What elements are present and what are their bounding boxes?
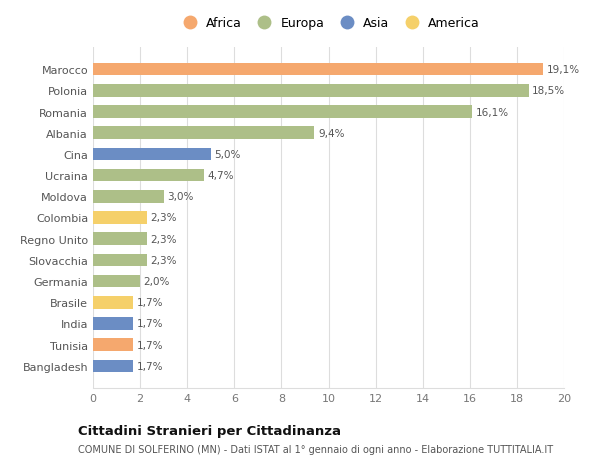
Bar — [93, 85, 529, 97]
Text: 1,7%: 1,7% — [137, 361, 163, 371]
Text: 16,1%: 16,1% — [476, 107, 509, 117]
Text: 3,0%: 3,0% — [167, 192, 194, 202]
Bar — [93, 360, 133, 372]
Text: COMUNE DI SOLFERINO (MN) - Dati ISTAT al 1° gennaio di ogni anno - Elaborazione : COMUNE DI SOLFERINO (MN) - Dati ISTAT al… — [78, 444, 553, 454]
Bar — [93, 254, 147, 267]
Bar — [93, 233, 147, 246]
Text: 1,7%: 1,7% — [137, 319, 163, 329]
Text: 18,5%: 18,5% — [532, 86, 565, 96]
Bar — [93, 148, 211, 161]
Text: 9,4%: 9,4% — [318, 129, 344, 139]
Text: 2,0%: 2,0% — [143, 276, 170, 286]
Text: 1,7%: 1,7% — [137, 297, 163, 308]
Bar — [93, 339, 133, 351]
Bar — [93, 127, 314, 140]
Bar — [93, 296, 133, 309]
Text: 1,7%: 1,7% — [137, 340, 163, 350]
Text: 5,0%: 5,0% — [214, 150, 241, 160]
Text: 2,3%: 2,3% — [151, 255, 177, 265]
Text: 19,1%: 19,1% — [547, 65, 580, 75]
Bar — [93, 106, 472, 118]
Legend: Africa, Europa, Asia, America: Africa, Europa, Asia, America — [173, 14, 484, 34]
Bar — [93, 318, 133, 330]
Bar — [93, 275, 140, 288]
Bar — [93, 212, 147, 224]
Text: 2,3%: 2,3% — [151, 213, 177, 223]
Bar — [93, 169, 203, 182]
Text: 2,3%: 2,3% — [151, 234, 177, 244]
Text: Cittadini Stranieri per Cittadinanza: Cittadini Stranieri per Cittadinanza — [78, 425, 341, 437]
Text: 4,7%: 4,7% — [207, 171, 234, 181]
Bar — [93, 64, 543, 76]
Bar — [93, 190, 164, 203]
